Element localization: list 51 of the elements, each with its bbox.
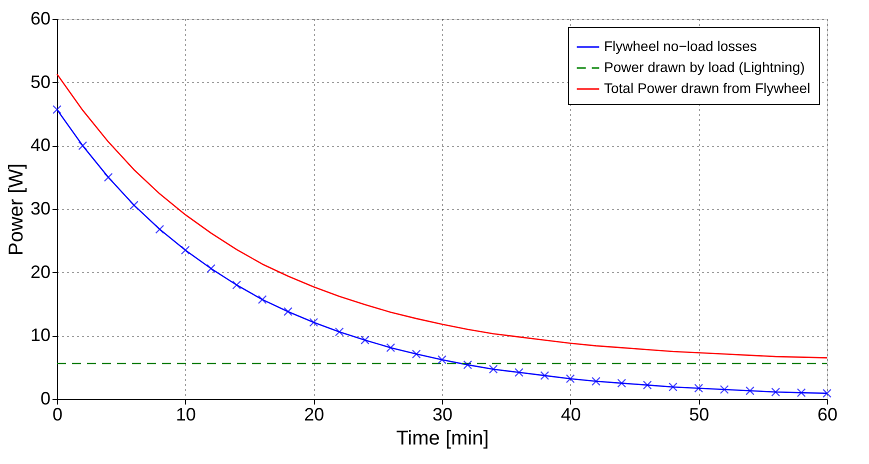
legend-label: Total Power drawn from Flywheel bbox=[604, 80, 810, 96]
line-series bbox=[56, 73, 828, 358]
point bbox=[746, 386, 754, 396]
y-tick-label: 10 bbox=[30, 325, 50, 346]
legend-label: Flywheel no−load losses bbox=[604, 38, 757, 54]
point bbox=[642, 380, 652, 390]
point bbox=[822, 388, 832, 398]
point bbox=[617, 378, 626, 388]
x-tick-label: 10 bbox=[176, 404, 196, 424]
point bbox=[438, 355, 446, 364]
y-axis-title: Power [W] bbox=[5, 163, 28, 256]
point bbox=[52, 105, 62, 114]
point bbox=[540, 371, 550, 380]
x-tick-label: 30 bbox=[432, 404, 453, 424]
point bbox=[258, 295, 267, 304]
point bbox=[180, 246, 190, 255]
point bbox=[796, 388, 806, 398]
point bbox=[463, 360, 472, 370]
legend-label: Power drawn by load (Lightning) bbox=[604, 59, 805, 75]
y-tick-label: 40 bbox=[30, 135, 50, 156]
point bbox=[155, 224, 164, 234]
y-tick-label: 60 bbox=[30, 8, 50, 28]
y-tick-label: 0 bbox=[40, 388, 50, 408]
point bbox=[566, 374, 575, 384]
point bbox=[771, 388, 780, 397]
y-tick-label: 30 bbox=[30, 198, 50, 218]
point bbox=[206, 264, 216, 274]
x-axis-title: Time [min] bbox=[396, 428, 489, 450]
point bbox=[232, 280, 242, 290]
point bbox=[488, 364, 498, 374]
point bbox=[386, 343, 396, 352]
point bbox=[592, 376, 600, 386]
point bbox=[284, 307, 292, 316]
point bbox=[309, 318, 318, 327]
point bbox=[668, 382, 678, 392]
point bbox=[514, 368, 524, 377]
point bbox=[334, 327, 344, 336]
point bbox=[694, 384, 704, 393]
y-tick-label: 20 bbox=[30, 262, 50, 282]
point bbox=[412, 350, 421, 359]
point bbox=[78, 141, 88, 150]
x-tick-label: 50 bbox=[689, 404, 710, 424]
x-tick-label: 60 bbox=[817, 404, 838, 424]
point bbox=[360, 336, 370, 345]
x-tick-label: 0 bbox=[52, 404, 63, 424]
x-tick-label: 40 bbox=[560, 404, 581, 424]
point bbox=[720, 385, 729, 394]
y-tick-label: 50 bbox=[30, 72, 50, 92]
point bbox=[104, 172, 113, 182]
point bbox=[130, 200, 138, 210]
x-tick-label: 20 bbox=[304, 404, 324, 424]
